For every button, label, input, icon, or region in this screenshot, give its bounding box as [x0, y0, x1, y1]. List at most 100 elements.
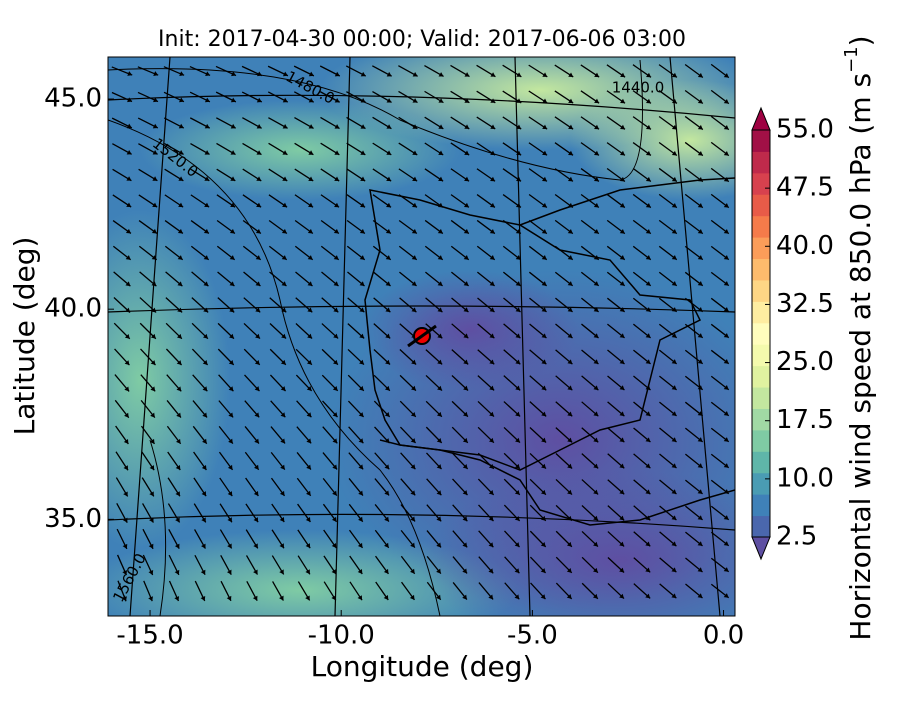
wind-arrow-head	[514, 516, 520, 521]
wind-arrow-head	[148, 543, 154, 549]
wind-arrow-head	[566, 567, 572, 573]
colorbar-band	[752, 365, 770, 388]
colorbar-tick-label: 55.0	[776, 115, 834, 145]
wind-arrow-head	[360, 150, 366, 155]
wind-arrow-head	[619, 411, 625, 417]
wind-arrow-head	[385, 255, 391, 260]
wind-arrow-head	[280, 438, 286, 444]
wind-arrow-head	[227, 517, 232, 523]
wind-arrow-head	[305, 516, 311, 522]
wind-arrow-head	[202, 360, 208, 365]
x-tick-label: -10.0	[308, 621, 375, 651]
wind-arrow-head	[436, 438, 442, 443]
wind-arrow-head	[593, 150, 599, 156]
wind-arrow-head	[437, 202, 443, 208]
wind-arrow-head	[619, 202, 625, 208]
wind-arrow-head	[254, 386, 260, 392]
wind-arrow-head	[386, 150, 392, 155]
wind-arrow-head	[437, 385, 442, 391]
wind-arrow-head	[723, 437, 729, 442]
wind-arrow-head	[385, 307, 391, 313]
wind-arrow-head	[152, 123, 158, 129]
wind-arrow-head	[204, 176, 210, 181]
wind-arrow-head	[279, 490, 285, 496]
wind-arrow-head	[174, 543, 180, 549]
wind-arrow-head	[619, 255, 625, 260]
wind-arrow-head	[202, 386, 208, 392]
wind-arrow-head	[490, 124, 496, 129]
colorbar-band	[752, 130, 770, 152]
wind-arrow-head	[279, 595, 284, 601]
wind-arrow-head	[308, 71, 314, 77]
wind-arrow-head	[201, 543, 206, 549]
wind-arrow-head	[515, 255, 521, 260]
wind-arrow-head	[357, 595, 363, 601]
wind-arrow-head	[516, 176, 522, 182]
wind-arrow-head	[177, 255, 183, 260]
wind-arrow-head	[463, 202, 469, 208]
wind-arrow-head	[332, 385, 338, 391]
wind-arrow-head	[229, 307, 235, 313]
wind-arrow-head	[359, 359, 364, 365]
wind-arrow-head	[462, 568, 468, 574]
wind-arrow-head	[358, 438, 364, 444]
wind-arrow-head	[671, 437, 677, 442]
wind-arrow-head	[723, 176, 729, 182]
plot-frame	[107, 56, 736, 617]
wind-arrow-head	[437, 255, 443, 260]
wind-arrow-head	[619, 359, 625, 364]
wind-arrow-head	[332, 464, 338, 470]
wind-arrow-head	[204, 97, 210, 103]
wind-arrow-head	[360, 71, 366, 77]
wind-arrow-head	[253, 569, 258, 575]
wind-arrow-head	[384, 542, 389, 548]
wind-arrow-head	[358, 385, 364, 391]
wind-arrow-head	[464, 150, 470, 156]
wind-arrow-head	[252, 595, 258, 601]
wind-arrow-head	[383, 568, 389, 574]
wind-arrow-head	[488, 542, 494, 548]
wind-arrow-head	[306, 412, 312, 418]
colorbar-extension-high	[751, 106, 771, 131]
colorbar-band	[752, 451, 770, 474]
wind-arrow-head	[384, 385, 390, 391]
wind-arrow-head	[645, 437, 651, 443]
wind-arrow-head	[384, 412, 390, 417]
wind-arrow-head	[671, 72, 677, 78]
wind-arrow-head	[229, 255, 235, 260]
wind-arrow-head	[122, 543, 128, 549]
wind-arrow-head	[567, 489, 572, 495]
wind-arrow-head	[645, 385, 651, 390]
wind-arrow-head	[334, 202, 340, 208]
wind-arrow-head	[723, 98, 729, 104]
wind-arrow-head	[282, 97, 288, 103]
wind-arrow-head	[179, 71, 185, 76]
wind-arrow-head	[436, 464, 442, 470]
wind-arrow-head	[178, 150, 184, 155]
wind-arrow-head	[697, 593, 703, 598]
wind-arrow-head	[490, 150, 496, 156]
wind-arrow-head	[514, 463, 520, 469]
wind-arrow-head	[256, 71, 262, 77]
wind-arrow-head	[125, 281, 131, 287]
wind-arrow-head	[331, 569, 337, 575]
wind-arrow-head	[645, 307, 651, 312]
wind-arrow-head	[645, 333, 651, 338]
wind-arrow-head	[357, 569, 363, 575]
wind-arrow-head	[410, 542, 415, 548]
colorbar-band	[752, 494, 770, 517]
wind-arrow-head	[279, 517, 285, 523]
wind-arrow-head	[514, 594, 520, 600]
wind-arrow-head	[593, 359, 599, 365]
colorbar-tick-label: 10.0	[776, 463, 834, 493]
wind-arrow-head	[567, 333, 573, 338]
wind-arrow-head	[411, 228, 417, 234]
wind-arrow-head	[593, 333, 599, 338]
wind-arrow-head	[385, 359, 391, 365]
wind-arrow-head	[359, 281, 365, 286]
wind-arrow-head	[594, 72, 600, 78]
wind-arrow-head	[723, 593, 729, 598]
wind-arrow-head	[360, 124, 366, 129]
wind-arrow-head	[122, 570, 128, 576]
wind-arrow-head	[697, 72, 703, 78]
